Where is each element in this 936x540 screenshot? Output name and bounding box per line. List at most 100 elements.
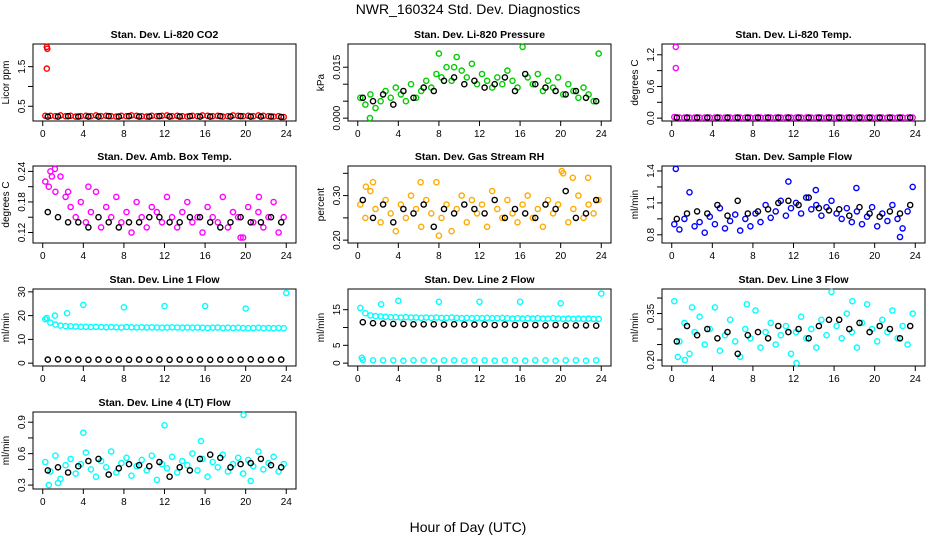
data-point <box>458 67 466 74</box>
data-point <box>102 203 110 211</box>
data-point <box>904 341 911 348</box>
data-point <box>44 45 51 53</box>
data-point <box>45 183 53 190</box>
data-point <box>529 214 537 222</box>
data-point <box>683 210 691 217</box>
data-point <box>570 87 577 95</box>
data-point <box>379 91 387 98</box>
data-point <box>148 452 156 460</box>
data-point <box>265 213 272 221</box>
data-point <box>186 112 194 120</box>
data-point <box>481 321 488 328</box>
data-point <box>478 201 486 208</box>
data-point <box>95 213 102 221</box>
x-tick-label: 0 <box>669 374 675 385</box>
data-point <box>524 314 532 322</box>
y-axis-label: ml/min <box>630 190 641 219</box>
x-tick-label: 12 <box>474 129 486 140</box>
data-point <box>161 302 168 310</box>
x-tick-label: 12 <box>474 374 486 385</box>
x-tick-label: 8 <box>121 251 127 262</box>
data-point <box>491 321 499 329</box>
data-point <box>483 77 491 85</box>
data-point <box>435 232 443 239</box>
data-point <box>590 97 597 105</box>
y-tick-label: 30 <box>17 286 28 298</box>
data-point <box>247 113 254 120</box>
data-point <box>123 208 130 216</box>
data-point <box>772 208 780 215</box>
data-point <box>412 94 420 102</box>
panel-10: Stan. Dev. Line 4 (LT) Flow 0 4 8 12 16 20 24 0.… <box>1 397 297 508</box>
data-point <box>206 356 214 364</box>
data-point <box>701 341 709 348</box>
data-point <box>125 460 133 468</box>
data-point <box>237 112 244 120</box>
data-point <box>42 458 49 466</box>
data-point <box>511 87 519 95</box>
data-point <box>189 218 196 226</box>
data-point <box>176 113 183 120</box>
data-point <box>77 198 85 206</box>
data-point <box>539 223 547 231</box>
data-point <box>856 319 863 327</box>
data-point <box>64 112 72 120</box>
data-point <box>734 197 742 205</box>
data-point <box>793 359 800 367</box>
data-point <box>562 356 570 364</box>
x-tick-label: 4 <box>396 374 402 385</box>
x-tick-label: 8 <box>436 374 442 385</box>
data-point <box>448 227 455 235</box>
data-point <box>95 455 102 463</box>
data-point <box>514 218 521 226</box>
series-hourly <box>44 112 285 121</box>
data-point <box>420 84 428 91</box>
data-point <box>724 212 731 219</box>
data-point <box>691 222 698 230</box>
data-point <box>430 87 438 95</box>
data-point <box>72 470 79 477</box>
x-tick-label: 16 <box>829 374 841 385</box>
data-point <box>362 214 369 222</box>
data-point <box>156 213 163 221</box>
data-point <box>542 356 549 364</box>
data-point <box>828 288 835 296</box>
data-point <box>255 193 263 201</box>
data-point <box>186 213 194 221</box>
plot-frame <box>32 43 297 122</box>
panel-title: Stan. Dev. Line 3 Flow <box>738 274 849 286</box>
data-point <box>592 196 600 204</box>
data-point <box>54 463 62 471</box>
data-point <box>239 470 247 477</box>
data-point <box>216 112 224 120</box>
data-point <box>359 94 367 102</box>
data-point <box>92 188 100 196</box>
data-point <box>216 356 224 363</box>
panel-title: Stan. Dev. Line 2 Flow <box>424 274 535 286</box>
data-point <box>178 457 186 465</box>
data-point <box>359 196 367 204</box>
data-point <box>673 338 681 345</box>
data-point <box>672 43 680 51</box>
y-tick-label: 0.9 <box>17 415 28 429</box>
data-point <box>410 356 417 364</box>
data-point <box>570 205 577 213</box>
data-point <box>435 298 443 306</box>
y-axis-label: Licor ppm <box>1 61 12 105</box>
data-point <box>889 307 896 314</box>
data-point <box>590 210 597 217</box>
data-point <box>43 314 51 322</box>
data-point <box>145 213 153 221</box>
x-tick-label: 4 <box>81 251 87 262</box>
data-point <box>389 320 397 328</box>
y-tick-label: 0.8 <box>646 227 657 241</box>
data-point <box>161 421 168 429</box>
data-point <box>843 204 851 212</box>
data-point <box>95 356 102 363</box>
data-point <box>724 328 731 336</box>
data-point <box>672 165 680 173</box>
x-tick-label: 0 <box>40 129 46 140</box>
data-point <box>471 356 478 364</box>
panel-1: Stan. Dev. Li-820 CO2 0 4 8 12 16 20 24 0.5 1.5 Li… <box>1 29 297 140</box>
data-point <box>249 218 257 226</box>
